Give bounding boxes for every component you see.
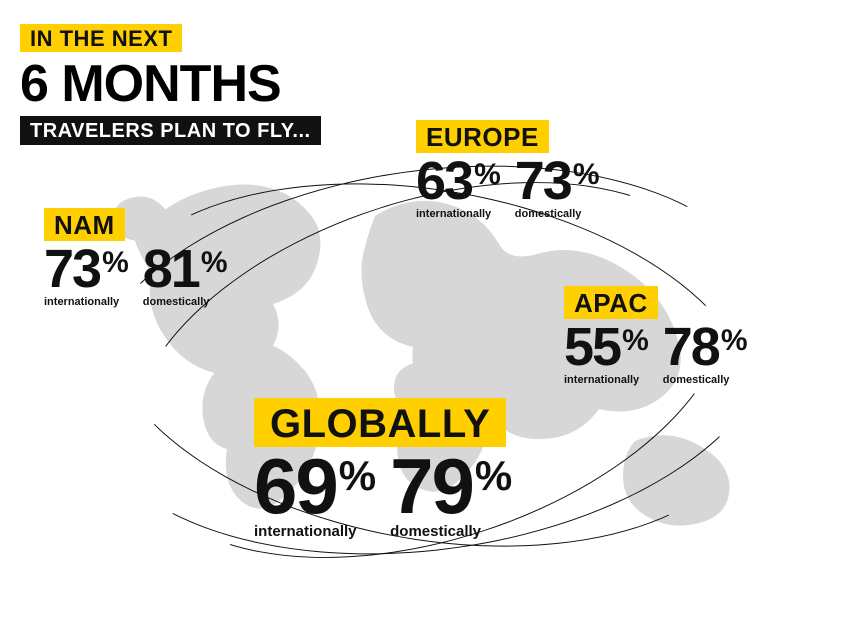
header-line2: 6 MONTHS (20, 54, 321, 114)
percent-symbol: % (339, 457, 376, 495)
percent-number: 55 (564, 323, 620, 372)
region-label: GLOBALLY (254, 398, 506, 447)
percent-number: 69 (254, 451, 337, 521)
stat-intl: 55% internationally (564, 323, 649, 386)
stat-dom: 81% domestically (143, 245, 228, 308)
stat-dom: 73% domestically (515, 157, 600, 220)
stat-intl: 69% internationally (254, 451, 376, 540)
percent-number: 79 (390, 451, 473, 521)
region-europe: EUROPE 63% internationally 73% domestically (416, 120, 600, 220)
header-line3: TRAVELERS PLAN TO FLY... (20, 116, 321, 145)
percent-number: 78 (663, 323, 719, 372)
percent-symbol: % (573, 161, 600, 188)
percent-number: 81 (143, 245, 199, 294)
region-stats: 63% internationally 73% domestically (416, 157, 600, 220)
stat-label: internationally (254, 523, 357, 540)
percent-symbol: % (102, 249, 129, 276)
region-label: APAC (564, 286, 658, 319)
percent-symbol: % (474, 161, 501, 188)
region-stats: 55% internationally 78% domestically (564, 323, 748, 386)
percent-number: 73 (515, 157, 571, 206)
region-label: EUROPE (416, 120, 549, 153)
percent-symbol: % (721, 327, 748, 354)
stat-intl: 63% internationally (416, 157, 501, 220)
stat-value: 79% (390, 451, 512, 521)
stat-dom: 78% domestically (663, 323, 748, 386)
percent-symbol: % (475, 457, 512, 495)
region-nam: NAM 73% internationally 81% domestically (44, 208, 228, 308)
percent-symbol: % (201, 249, 228, 276)
region-stats: 69% internationally 79% domestically (254, 451, 512, 540)
stat-value: 55% (564, 323, 649, 372)
stat-value: 63% (416, 157, 501, 206)
stat-label: internationally (564, 374, 639, 386)
percent-number: 63 (416, 157, 472, 206)
region-stats: 73% internationally 81% domestically (44, 245, 228, 308)
stat-intl: 73% internationally (44, 245, 129, 308)
stat-value: 69% (254, 451, 376, 521)
stat-label: internationally (44, 296, 119, 308)
percent-number: 73 (44, 245, 100, 294)
percent-symbol: % (622, 327, 649, 354)
stat-value: 78% (663, 323, 748, 372)
stat-dom: 79% domestically (390, 451, 512, 540)
stat-value: 73% (44, 245, 129, 294)
stat-label: domestically (390, 523, 481, 540)
stat-label: internationally (416, 208, 491, 220)
region-globally: GLOBALLY69% internationally 79% domesticall… (254, 398, 512, 540)
stat-value: 81% (143, 245, 228, 294)
region-apac: APAC 55% internationally 78% domestically (564, 286, 748, 386)
stat-value: 73% (515, 157, 600, 206)
header-block: IN THE NEXT 6 MONTHS TRAVELERS PLAN TO F… (20, 24, 321, 145)
region-label: NAM (44, 208, 125, 241)
stat-label: domestically (663, 374, 730, 386)
stat-label: domestically (515, 208, 582, 220)
stat-label: domestically (143, 296, 210, 308)
header-line1: IN THE NEXT (20, 24, 182, 52)
